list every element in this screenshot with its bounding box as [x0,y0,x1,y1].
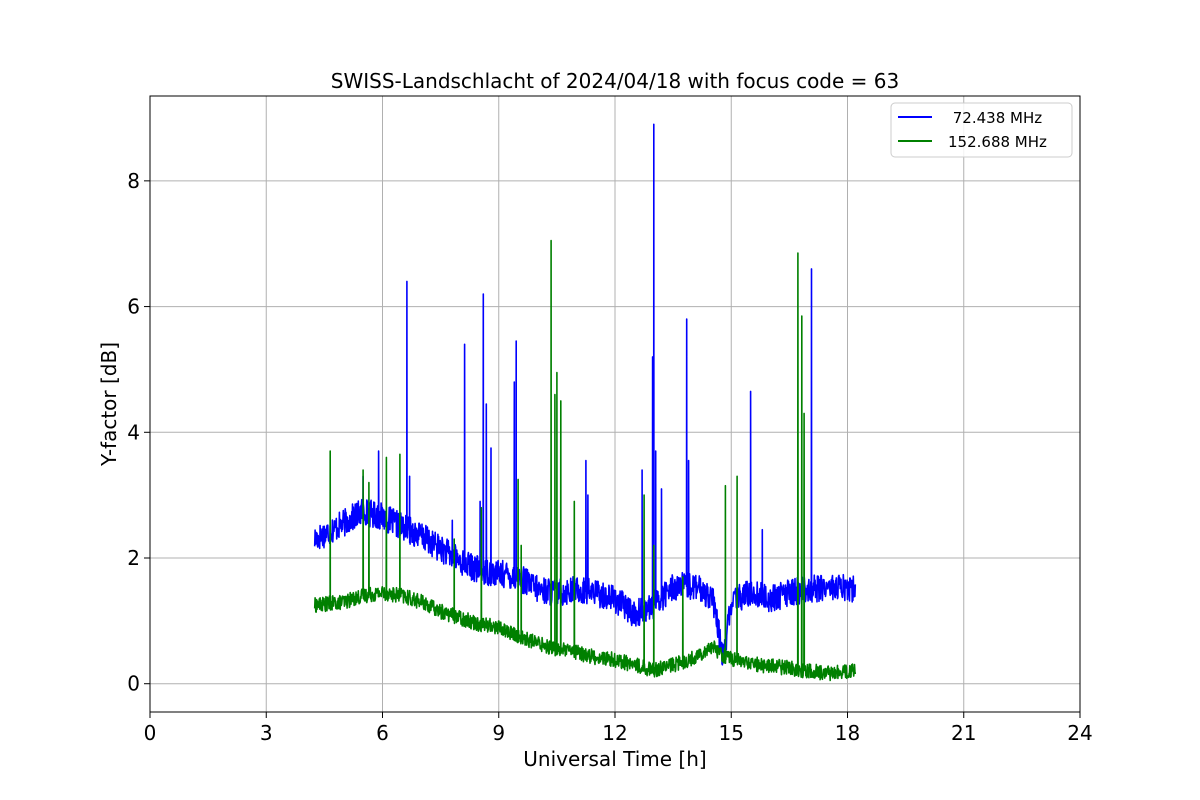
legend-box [890,102,1073,158]
y-tick-label: 2 [127,546,140,570]
x-tick-label: 21 [951,721,976,745]
series-line-0 [313,123,857,666]
chart-title: SWISS-Landschlacht of 2024/04/18 with fo… [331,69,899,93]
y-axis: 0 2 4 6 8 [127,169,150,696]
x-axis: 0 3 6 9 12 15 18 21 24 [144,712,1093,745]
x-tick-label: 3 [260,721,273,745]
x-tick-label: 15 [719,721,744,745]
legend: 72.438 MHz 152.688 MHz [890,102,1073,158]
y-tick-label: 4 [127,420,140,444]
y-tick-label: 8 [127,169,140,193]
legend-label-series-0: 72.438 MHz [948,109,1042,127]
x-tick-label: 0 [144,721,157,745]
x-tick-label: 9 [492,721,505,745]
series-line-1 [313,239,857,682]
y-axis-label: Y-factor [dB] [97,342,121,467]
x-tick-label: 18 [835,721,860,745]
legend-label-series-1: 152.688 MHz [948,133,1047,151]
x-tick-label: 12 [602,721,627,745]
y-tick-label: 6 [127,295,140,319]
x-axis-label: Universal Time [h] [523,747,706,771]
y-tick-label: 0 [127,672,140,696]
x-tick-label: 24 [1067,721,1092,745]
plot-area [313,123,857,682]
x-tick-label: 6 [376,721,389,745]
